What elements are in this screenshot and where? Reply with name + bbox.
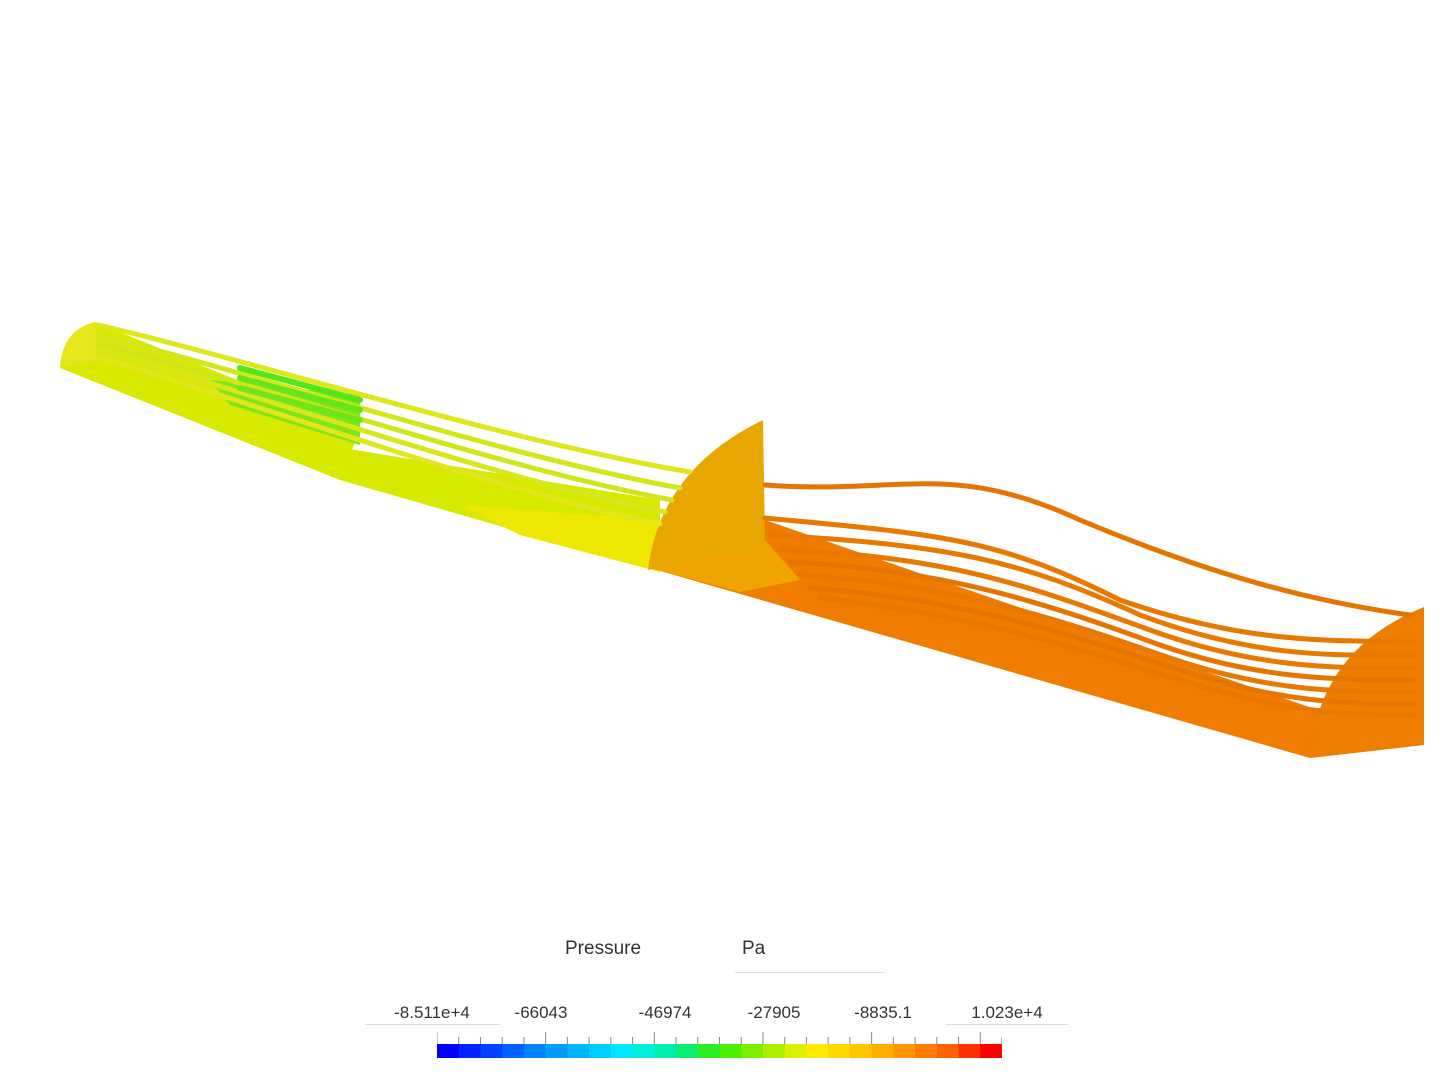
legend-unit: Pa [742, 938, 766, 959]
legend-unit-underline [735, 972, 885, 973]
streamlines-outlet [762, 481, 1418, 718]
streamlines-inlet [95, 322, 693, 527]
legend-title: Pressure [565, 938, 642, 959]
legend-tick-label-0: -8.511e+4 [394, 1003, 470, 1022]
legend-tick-label-4: -8835.1 [854, 1003, 912, 1022]
colorbar-segment [480, 1044, 503, 1058]
pipe-model-scene[interactable] [0, 0, 1440, 900]
colorbar-segment [437, 1044, 460, 1058]
colorbar-segment [980, 1044, 1002, 1058]
legend-tick-underline-0 [365, 1024, 500, 1025]
colorbar-segment [762, 1044, 786, 1058]
inlet-cap [60, 322, 98, 368]
colorbar-segment [871, 1044, 894, 1058]
colorbar-segment [523, 1044, 547, 1058]
colorbar-segment [545, 1044, 568, 1058]
baffle-cap [648, 420, 765, 570]
colorbar-segment [936, 1044, 960, 1058]
outlet-cap [1310, 607, 1424, 758]
legend-tick-label-5: 1.023e+4 [971, 1003, 1043, 1022]
colorbar-segment [567, 1044, 590, 1058]
colorbar-segment [610, 1044, 634, 1058]
colorbar-segment [654, 1044, 677, 1058]
colorbar-segment [849, 1044, 873, 1058]
colorbar-segment [676, 1044, 699, 1058]
colorbar-segment [502, 1044, 525, 1058]
legend-tick-label-3: -27905 [747, 1003, 801, 1022]
legend-tick-label-1: -66043 [514, 1003, 568, 1022]
legend-colorbar [437, 1044, 1002, 1058]
colorbar-segment [741, 1044, 764, 1058]
colorbar-segment [589, 1044, 612, 1058]
legend-tick-underline-5 [946, 1024, 1068, 1025]
outlet-section-transition [650, 540, 800, 592]
colorbar-segment [458, 1044, 481, 1058]
color-legend: Pressure Pa -8.511e+4 -66043 -46974 -279… [0, 920, 1440, 1080]
colorbar-segment [806, 1044, 829, 1058]
colorbar-segment [958, 1044, 981, 1058]
legend-tick-label-2: -46974 [638, 1003, 692, 1022]
colorbar-segment [632, 1044, 655, 1058]
colorbar-segment [784, 1044, 807, 1058]
colorbar-segment [697, 1044, 720, 1058]
mid-section-yellow [460, 505, 660, 572]
colorbar-segment [893, 1044, 916, 1058]
colorbar-segment [915, 1044, 938, 1058]
colorbar-segment [828, 1044, 851, 1058]
colorbar-segment [719, 1044, 742, 1058]
